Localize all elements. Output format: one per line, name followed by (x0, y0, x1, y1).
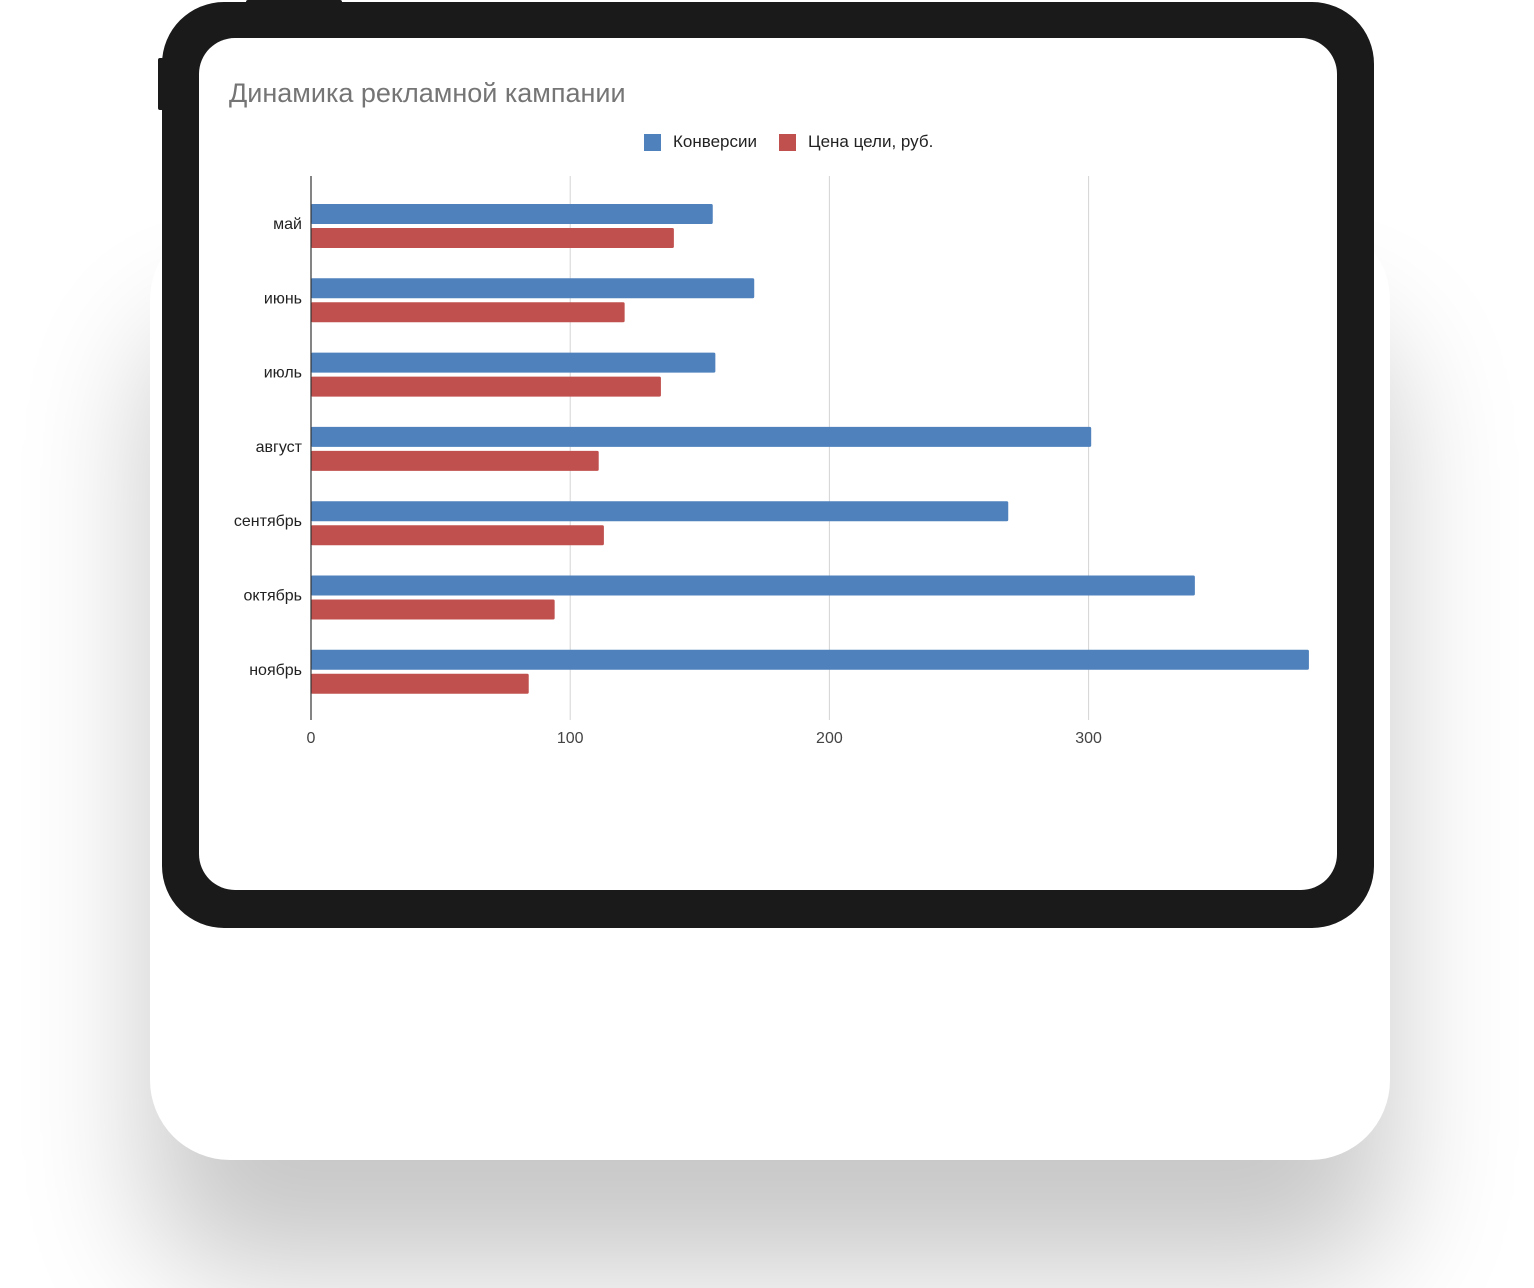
legend-item-conversions: Конверсии (644, 132, 757, 152)
category-label: ноябрь (249, 662, 302, 679)
legend-swatch-goal-price (779, 133, 796, 151)
bar-chart-plot: 0 100 200 300 май июнь июль август сентябрь октяб… (234, 176, 1309, 747)
category-label: июль (264, 365, 302, 382)
bar-goal-price (311, 302, 625, 323)
category-label: сентябрь (234, 513, 302, 530)
bar-goal-price (311, 228, 674, 248)
category-label: июнь (264, 290, 302, 307)
bar-goal-price (311, 376, 661, 397)
bar-conversions (311, 426, 1092, 447)
bar-goal-price (311, 525, 604, 546)
category-label: август (256, 439, 303, 456)
legend-label-conversions: Конверсии (673, 132, 757, 151)
tablet-screen: Динамика рекламной кампании Конверсии Це… (199, 38, 1337, 890)
bar-goal-price (311, 450, 599, 471)
x-tick-label: 0 (307, 730, 316, 747)
category-label: октябрь (244, 588, 302, 605)
x-tick-label: 200 (816, 730, 843, 747)
bar-conversions (311, 575, 1195, 596)
bar-conversions (311, 501, 1009, 522)
device-side-button (158, 58, 164, 110)
x-tick-label: 100 (557, 730, 584, 747)
bar-conversions (311, 649, 1309, 670)
category-label: май (273, 216, 302, 233)
bar-conversions (311, 204, 713, 224)
chart-legend: Конверсии Цена цели, руб. (644, 132, 955, 152)
bar-conversions (311, 352, 716, 373)
bar-conversions (311, 278, 755, 299)
bar-goal-price (311, 599, 555, 620)
bar-goal-price (311, 673, 529, 694)
x-tick-label: 300 (1075, 730, 1102, 747)
legend-label-goal-price: Цена цели, руб. (808, 132, 934, 151)
chart-title: Динамика рекламной кампании (229, 78, 626, 108)
legend-item-goal-price: Цена цели, руб. (779, 132, 933, 152)
legend-swatch-conversions (644, 133, 661, 151)
